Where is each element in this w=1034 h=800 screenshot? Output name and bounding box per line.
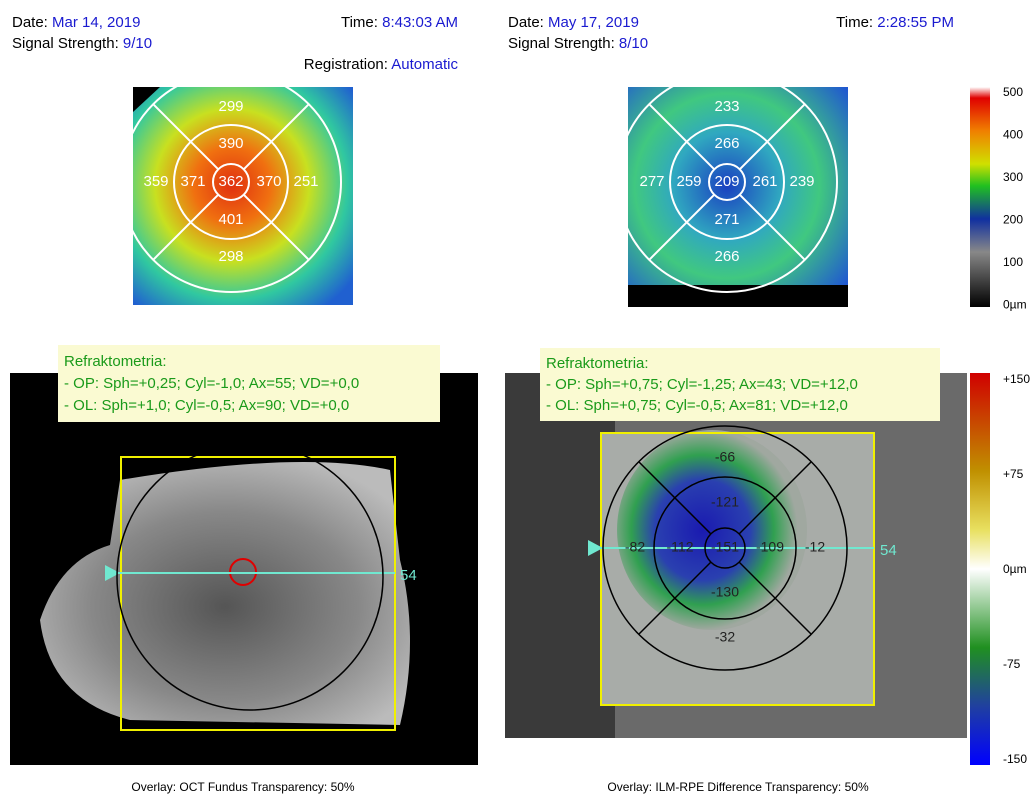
scale-label: 300 <box>1003 170 1023 184</box>
sector-value: -151 <box>711 539 739 555</box>
refraction-line: - OP: Sph=+0,25; Cyl=-1,0; Ax=55; VD=+0,… <box>64 375 359 392</box>
difference-scale-bar <box>970 373 990 765</box>
sector-value: 359 <box>143 173 168 190</box>
thickness-scale-bar <box>970 87 990 307</box>
sector-value: 271 <box>714 211 739 228</box>
sector-value: -32 <box>715 629 735 645</box>
sector-value: 261 <box>752 173 777 190</box>
sector-value: 390 <box>218 135 243 152</box>
signal: Signal Strength: 9/10 <box>12 35 152 52</box>
sector-value: 371 <box>180 173 205 190</box>
scale-label: 400 <box>1003 128 1023 142</box>
scale-label: 200 <box>1003 213 1023 227</box>
sector-value: 266 <box>714 135 739 152</box>
sector-value: 251 <box>293 173 318 190</box>
scale-label: -150 <box>1003 752 1027 766</box>
refraction-line: - OP: Sph=+0,75; Cyl=-1,25; Ax=43; VD=+1… <box>546 376 858 393</box>
sector-value: -112 <box>667 539 694 555</box>
sector-value: -66 <box>715 449 735 465</box>
scale-label: 500 <box>1003 85 1023 99</box>
sector-value: 239 <box>789 173 814 190</box>
caption: Overlay: OCT Fundus Transparency: 50% <box>131 780 355 794</box>
sector-value: 233 <box>714 98 739 115</box>
registration: Registration: Automatic <box>304 56 459 73</box>
sector-value: -12 <box>805 539 825 555</box>
scale-label: 0µm <box>1003 562 1027 576</box>
date: Date: May 17, 2019 <box>508 14 639 31</box>
caption: Overlay: ILM-RPE Difference Transparency… <box>607 780 869 794</box>
scale-label: -75 <box>1003 657 1021 671</box>
report: Date: Mar 14, 2019 Signal Strength: 9/10… <box>0 0 1034 795</box>
sector-value: 209 <box>714 173 739 190</box>
difference-overlay <box>617 430 807 630</box>
refraction-line: - OL: Sph=+0,75; Cyl=-0,5; Ax=81; VD=+12… <box>546 397 848 414</box>
sector-value: 277 <box>639 173 664 190</box>
sector-value: 370 <box>256 173 281 190</box>
signal: Signal Strength: 8/10 <box>508 35 648 52</box>
sector-value: -130 <box>711 584 739 600</box>
date: Date: Mar 14, 2019 <box>12 14 140 31</box>
scale-label: +75 <box>1003 467 1024 481</box>
refraction-title: Refraktometria: <box>546 355 649 372</box>
sector-value: -109 <box>756 539 784 555</box>
scan-label: 54 <box>880 542 897 559</box>
fundus-dark <box>505 373 615 738</box>
time: Time: 2:28:55 PM <box>836 14 954 31</box>
time: Time: 8:43:03 AM <box>341 14 458 31</box>
sector-value: 298 <box>218 248 243 265</box>
refraction-title: Refraktometria: <box>64 353 167 370</box>
sector-value: 401 <box>218 211 243 228</box>
sector-value: -121 <box>711 494 739 510</box>
scale-label: +150 <box>1003 372 1030 386</box>
sector-value: 362 <box>218 173 243 190</box>
sector-value: 299 <box>218 98 243 115</box>
sector-value: -82 <box>625 539 645 555</box>
page: {"left":{"date_label":"Date:","date":"Ma… <box>0 0 1034 800</box>
map-edge <box>628 285 848 307</box>
refraction-line: - OL: Sph=+1,0; Cyl=-0,5; Ax=90; VD=+0,0 <box>64 397 349 414</box>
sector-value: 259 <box>676 173 701 190</box>
scale-label: 100 <box>1003 255 1023 269</box>
sector-value: 266 <box>714 248 739 265</box>
scan-label: 54 <box>400 567 417 584</box>
scale-label: 0µm <box>1003 298 1027 312</box>
